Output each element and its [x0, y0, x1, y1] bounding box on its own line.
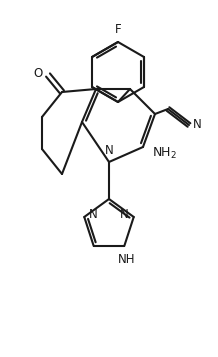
Text: O: O	[34, 66, 43, 80]
Text: N: N	[193, 117, 202, 131]
Text: N: N	[105, 144, 113, 157]
Text: NH$_2$: NH$_2$	[152, 145, 177, 161]
Text: N: N	[89, 208, 98, 221]
Text: NH: NH	[118, 253, 135, 266]
Text: F: F	[115, 23, 121, 36]
Text: N: N	[120, 208, 129, 221]
